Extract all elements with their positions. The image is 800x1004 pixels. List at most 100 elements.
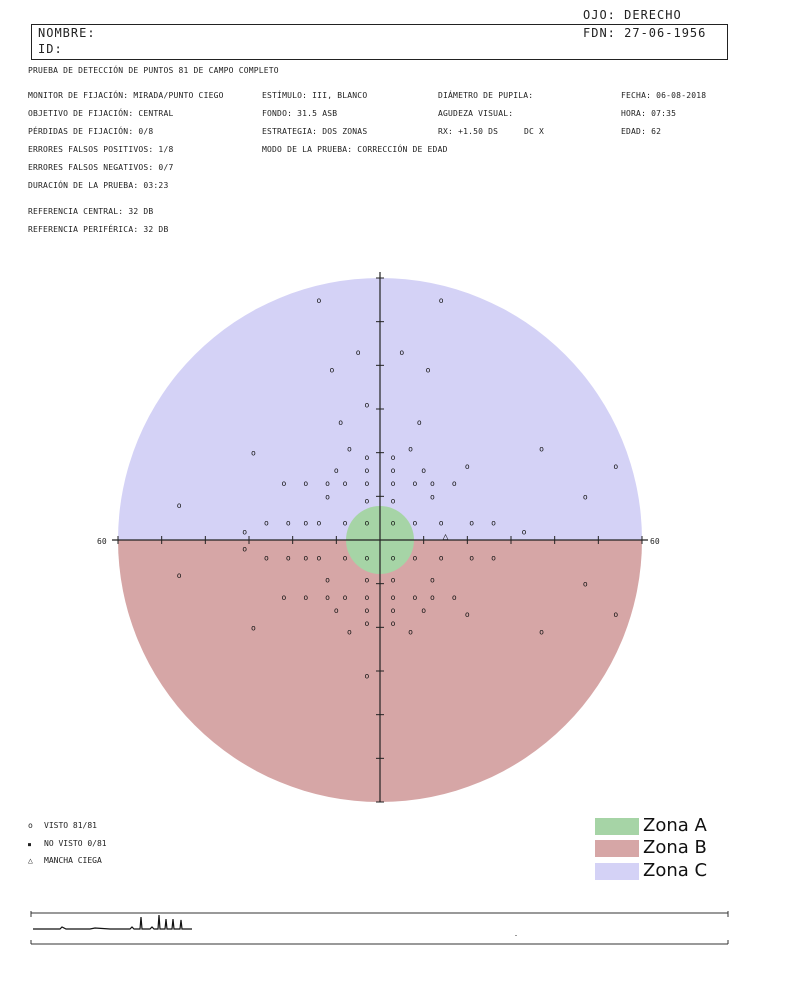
pupil-diameter: DIÁMETRO DE PUPILA: [438, 91, 534, 100]
seen-point: o [347, 628, 352, 637]
fixation-monitor: MONITOR DE FIJACIÓN: MIRADA/PUNTO CIEGO [28, 91, 224, 100]
zone-a-label: Zona A [643, 815, 707, 836]
legend-seen: o VISTO 81/81 [28, 821, 97, 830]
time: HORA: 07:35 [621, 109, 677, 118]
eye-label: OJO: DERECHO [583, 8, 682, 22]
seen-point: o [408, 628, 413, 637]
seen-point: o [413, 593, 418, 602]
seen-point: o [408, 444, 413, 453]
seen-point: o [251, 449, 256, 458]
seen-point: o [613, 462, 618, 471]
seen-point: o [539, 444, 544, 453]
blind-spot-text: MANCHA CIEGA [44, 856, 102, 865]
seen-point: o [303, 519, 308, 528]
false-negative-errors: ERRORES FALSOS NEGATIVOS: 0/7 [28, 163, 174, 172]
seen-point: o [347, 444, 352, 453]
seen-point: o [177, 571, 182, 580]
seen-point: o [364, 553, 369, 562]
seen-point: o [286, 553, 291, 562]
legend-blind-spot: △ MANCHA CIEGA [28, 856, 102, 865]
dob-label: FDN: 27-06-1956 [583, 26, 707, 40]
seen-point: o [316, 296, 321, 305]
seen-point: o [391, 575, 396, 584]
dc: DC X [524, 127, 545, 136]
seen-point: o [413, 479, 418, 488]
seen-point: o [491, 519, 496, 528]
seen-point: o [439, 519, 444, 528]
seen-point: o [364, 479, 369, 488]
seen-point: o [303, 479, 308, 488]
seen-point: o [338, 418, 343, 427]
seen-point: o [251, 623, 256, 632]
stimulus: ESTÍMULO: III, BLANCO [262, 91, 368, 100]
seen-point: o [391, 593, 396, 602]
not-seen-symbol: ■ [28, 842, 32, 848]
seen-point: o [334, 466, 339, 475]
seen-point: o [282, 593, 287, 602]
seen-point: o [177, 501, 182, 510]
seen-point: o [469, 519, 474, 528]
name-label: NOMBRE: [38, 26, 96, 40]
seen-point: o [391, 466, 396, 475]
seen-point: o [325, 492, 330, 501]
seen-point: o [469, 553, 474, 562]
fixation-losses: PÉRDIDAS DE FIJACIÓN: 0/8 [28, 127, 154, 136]
seen-point: o [399, 348, 404, 357]
background: FONDO: 31.5 ASB [262, 109, 338, 118]
seen-point: o [439, 296, 444, 305]
seen-point: o [421, 606, 426, 615]
test-mode: MODO DE LA PRUEBA: CORRECCIÓN DE EDAD [262, 145, 448, 154]
seen-point: o [391, 519, 396, 528]
seen-point: o [282, 479, 287, 488]
seen-point: o [391, 553, 396, 562]
seen-point: o [421, 466, 426, 475]
seen-point: o [413, 553, 418, 562]
seen-point: o [325, 575, 330, 584]
seen-point: o [343, 519, 348, 528]
seen-point: o [364, 619, 369, 628]
seen-point: o [539, 628, 544, 637]
blind-spot-symbol: △ [28, 856, 33, 865]
patient-header-box: NOMBRE: ID: FDN: 27-06-1956 [31, 24, 728, 60]
zone-c-swatch [595, 863, 639, 880]
seen-point: o [391, 606, 396, 615]
seen-point: o [583, 492, 588, 501]
seen-point: o [364, 497, 369, 506]
fixation-trace [33, 914, 192, 930]
seen-point: o [364, 593, 369, 602]
seen-point: o [316, 519, 321, 528]
axis-label-right: 60 [650, 537, 660, 546]
seen-point: o [356, 348, 361, 357]
seen-point: o [286, 519, 291, 528]
seen-point: o [417, 418, 422, 427]
plot-axes [112, 272, 648, 803]
seen-point: o [426, 366, 431, 375]
seen-point: o [264, 519, 269, 528]
id-label: ID: [38, 42, 63, 56]
test-points: o o o o o o o o o o o o o o o o o o o o o o o o o o o o o o o o o o o o o o o o… [177, 296, 619, 681]
rx: RX: +1.50 DS [438, 127, 499, 136]
seen-point: o [343, 553, 348, 562]
seen-point: o [430, 492, 435, 501]
false-positive-errors: ERRORES FALSOS POSITIVOS: 1/8 [28, 145, 174, 154]
seen-point: o [242, 527, 247, 536]
seen-point: o [303, 593, 308, 602]
seen-point: o [364, 453, 369, 462]
legend-not-seen: ■ NO VISTO 0/81 [28, 839, 107, 848]
seen-point: o [465, 610, 470, 619]
seen-point: o [491, 553, 496, 562]
age: EDAD: 62 [621, 127, 662, 136]
seen-point: o [413, 519, 418, 528]
seen-point: o [343, 593, 348, 602]
seen-point: o [330, 366, 335, 375]
blind-spot-marker: △ [442, 532, 448, 543]
seen-point: o [364, 401, 369, 410]
seen-point: o [430, 479, 435, 488]
seen-point: o [364, 466, 369, 475]
seen-point: o [430, 575, 435, 584]
seen-point: o [242, 545, 247, 554]
seen-point: o [364, 606, 369, 615]
seen-point: o [452, 479, 457, 488]
zone-a-swatch [595, 818, 639, 835]
test-duration: DURACIÓN DE LA PRUEBA: 03:23 [28, 181, 169, 190]
